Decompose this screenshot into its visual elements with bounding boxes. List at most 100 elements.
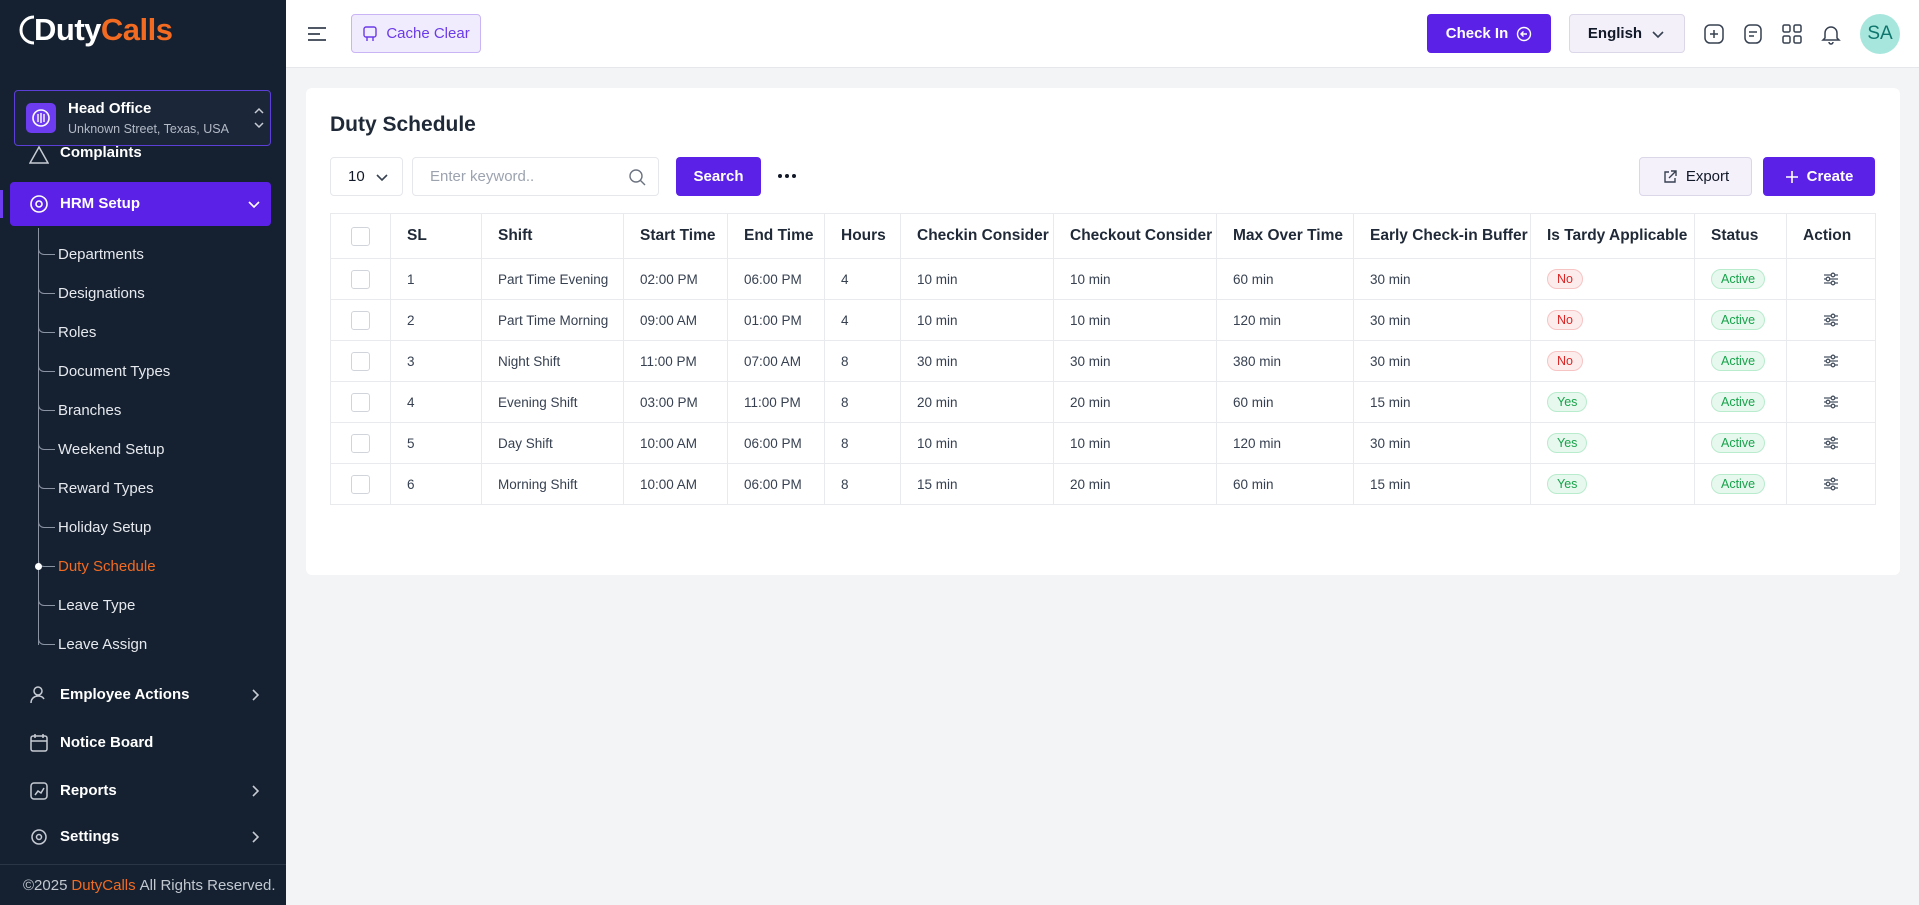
checkbox-cell	[330, 299, 391, 341]
submenu-item[interactable]: Leave Type	[58, 597, 136, 614]
column-header: Checkin Consider	[900, 213, 1054, 259]
note-icon	[1744, 24, 1762, 44]
checkbox[interactable]	[351, 310, 370, 330]
badge-cell: Yes	[1530, 422, 1695, 464]
status-badge: Active	[1711, 310, 1766, 330]
action-cell	[1786, 258, 1876, 300]
export-button[interactable]: Export	[1639, 157, 1752, 196]
checkbox-cell	[330, 340, 391, 382]
logo-text: Duty	[34, 12, 101, 47]
table-row: 3 Night Shift 11:00 PM 07:00 AM 8 30 min 30 mi…	[330, 340, 1876, 382]
data-table: SL Shift Start Time End Time Hours Checkin Co…	[330, 213, 1876, 505]
apps-icon	[1782, 24, 1802, 44]
table-cell: 10:00 AM	[623, 422, 728, 464]
menu-group-active[interactable]: HRM Setup	[10, 182, 271, 226]
submenu-item[interactable]: Branches	[58, 402, 122, 419]
tree-line	[38, 228, 39, 645]
column-header: End Time	[727, 213, 825, 259]
tree-elbow	[38, 479, 55, 489]
submenu-item[interactable]: Designations	[58, 285, 145, 302]
menu-item[interactable]: Complaints	[60, 144, 142, 161]
table-cell: Part Time Morning	[481, 299, 624, 341]
status-badge: Active	[1711, 474, 1766, 494]
checkbox[interactable]	[351, 269, 370, 289]
placeholder: Enter keyword..	[430, 168, 535, 185]
checkbox[interactable]	[351, 474, 370, 494]
menu-item[interactable]: Settings	[60, 828, 120, 845]
badge-cell: Yes	[1530, 463, 1695, 505]
column-header: Hours	[824, 213, 901, 259]
branch-switcher[interactable]: Head Office Unknown Street, Texas, USA	[14, 90, 271, 146]
status-badge: Yes	[1547, 433, 1588, 453]
checkbox[interactable]	[351, 433, 370, 453]
search-button[interactable]: Search	[676, 157, 761, 196]
settings-action	[1824, 436, 1838, 450]
status-badge: Active	[1711, 392, 1766, 412]
submenu-item[interactable]: Roles	[58, 324, 97, 341]
menu-item[interactable]: Reports	[60, 782, 117, 799]
checkbox[interactable]	[351, 392, 370, 412]
checkbox[interactable]	[351, 351, 370, 371]
submenu-item[interactable]: Leave Assign	[58, 636, 148, 653]
search-input[interactable]: Enter keyword..	[412, 157, 659, 196]
create-button[interactable]: Create	[1763, 157, 1875, 196]
menu-icon	[31, 829, 47, 845]
chevron	[376, 173, 388, 181]
table-row: 4 Evening Shift 03:00 PM 11:00 PM 8 20 min 20 …	[330, 381, 1876, 423]
check-in-button[interactable]: Check In	[1427, 14, 1551, 53]
checkbox-cell	[330, 381, 391, 423]
menu-item[interactable]: Notice Board	[60, 734, 154, 751]
status-badge: No	[1547, 351, 1583, 371]
page-title: Duty Schedule	[330, 113, 476, 136]
page-size-select[interactable]: 10	[330, 157, 403, 196]
action-cell	[1786, 340, 1876, 382]
copyright: ©2025	[23, 877, 68, 894]
column-header: Is Tardy Applicable	[1530, 213, 1695, 259]
table-cell: 60 min	[1216, 258, 1354, 300]
menu-item[interactable]: Employee Actions	[60, 686, 190, 703]
table-cell: 4	[390, 381, 482, 423]
table-cell: 60 min	[1216, 381, 1354, 423]
submenu-item[interactable]: Holiday Setup	[58, 519, 152, 536]
table-cell: Night Shift	[481, 340, 624, 382]
branch-icon	[26, 103, 56, 133]
table-cell: 20 min	[900, 381, 1054, 423]
submenu-item[interactable]: Duty Schedule	[58, 558, 156, 575]
user-avatar[interactable]: SA	[1860, 14, 1900, 54]
table-cell: 30 min	[1053, 340, 1217, 382]
tree-elbow	[38, 323, 55, 333]
badge-cell: Yes	[1530, 381, 1695, 423]
table-cell: 4	[824, 258, 901, 300]
table-cell: 30 min	[1353, 422, 1531, 464]
table-cell: 20 min	[1053, 381, 1217, 423]
checkbox-cell	[330, 213, 391, 259]
status-badge: Active	[1711, 269, 1766, 289]
submenu-item[interactable]: Weekend Setup	[58, 441, 165, 458]
submenu-item[interactable]: Document Types	[58, 363, 171, 380]
status-badge: Active	[1711, 433, 1766, 453]
table-cell: 8	[824, 463, 901, 505]
table-cell: 20 min	[1053, 463, 1217, 505]
table-row: 1 Part Time Evening 02:00 PM 06:00 PM 4 10 mi…	[330, 258, 1876, 300]
login-icon	[1517, 26, 1532, 41]
checkbox-cell	[330, 422, 391, 464]
submenu-item[interactable]: Reward Types	[58, 480, 154, 497]
tree-dot	[35, 563, 42, 570]
column-header: Action	[1786, 213, 1876, 259]
tree-elbow	[38, 440, 55, 450]
table-cell: 120 min	[1216, 422, 1354, 464]
branch-name: Head Office	[68, 100, 152, 117]
settings-action	[1824, 354, 1838, 368]
cache-clear-button[interactable]: Cache Clear	[351, 14, 481, 53]
button-label: Cache Clear	[386, 25, 470, 42]
active-indicator	[0, 190, 3, 218]
language-select[interactable]: English	[1569, 14, 1685, 53]
submenu-item[interactable]: Departments	[58, 246, 144, 263]
checkbox[interactable]	[351, 226, 370, 246]
badge-cell: No	[1530, 299, 1695, 341]
settings-action	[1824, 477, 1838, 491]
status-badge: Yes	[1547, 392, 1588, 412]
add-icon	[1704, 24, 1724, 44]
branch-address: Unknown Street, Texas, USA	[68, 122, 229, 136]
action-cell	[1786, 299, 1876, 341]
